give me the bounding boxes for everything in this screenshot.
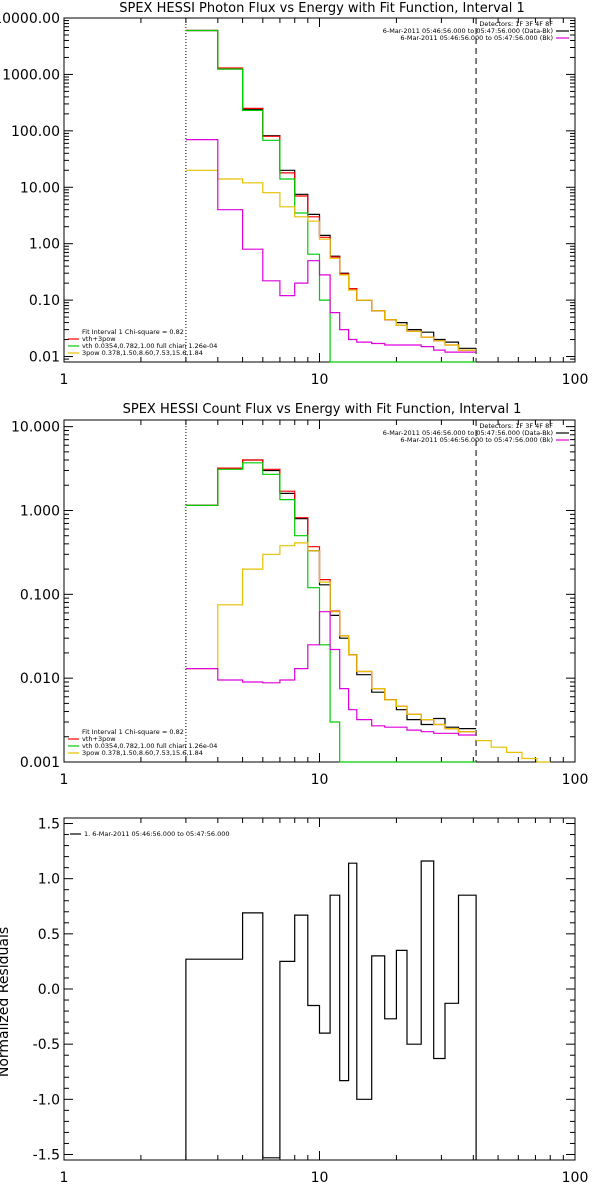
series-black-step-line [185,459,477,730]
y-tick-label: 1.0 [38,872,60,888]
photon-panel-title: SPEX HESSI Photon Flux vs Energy with Fi… [119,1,525,16]
plot-frame [63,817,576,1161]
y-tick-label: 0.01 [29,350,60,366]
y-tick-label: -1.0 [33,1092,60,1108]
plot-frame [63,17,576,363]
series-magenta-step-line [185,139,477,353]
photon-flux-panel: SPEX HESSI Photon Flux vs Energy with Fi… [0,1,588,388]
y-tick-label: 10.00 [20,180,60,196]
legend-top-right-entry: Detectors: 1F 3F 4F 8F [479,20,553,28]
count-flux-panel: SPEX HESSI Count Flux vs Energy with Fit… [11,402,588,788]
series-green-step-line [185,29,477,363]
x-tick-label: 1 [60,772,69,788]
x-tick-label: 10 [311,372,329,388]
legend-bottom-left-entry: vth+3pow [82,335,116,343]
x-tick-label: 10 [311,772,329,788]
y-tick-label: 0.5 [38,927,60,943]
y-tick-label: 1.00 [29,237,60,253]
y-tick-label: 0.10 [29,293,60,309]
y-tick-label: 0.001 [20,755,60,771]
series-red-step-line [185,459,477,733]
y-tick-label: 100.00 [11,124,60,140]
legend-top-right-entry: Detectors: 1F 3F 4F 8F [479,422,553,430]
y-tick-label: 10.000 [11,420,60,436]
y-tick-label: 0.0 [38,982,60,998]
series-yellow-step-line [185,542,477,733]
y-tick-label: 1.000 [20,503,60,519]
legend-bottom-left-entry: 3pow 0.378,1.50,8.60,7.53,15.6,1.84 [82,749,203,757]
y-tick-label: -1.5 [33,1147,60,1163]
legend-bottom-left-entry: vth 0.0354,0.782,1.00 full chian 1.26e-0… [82,342,217,350]
count-panel-title: SPEX HESSI Count Flux vs Energy with Fit… [123,402,522,417]
x-tick-label: 1 [60,1170,69,1186]
series-black-step-line [185,29,477,349]
y-tick-label: 1.5 [38,817,60,833]
series-red-step-line [185,29,477,351]
series-yellow-step-line [185,169,477,351]
x-tick-label: 100 [562,372,589,388]
legend-top-right-entry: 6-Mar-2011 05:46:56.000 to 05:47:56.000 … [383,27,553,35]
legend-top-left-entry: 1. 6-Mar-2011 05:46:56.000 to 05:47:56.0… [84,830,230,838]
x-tick-label: 10 [311,1170,329,1186]
y-tick-label: 1000.00 [2,67,60,83]
residuals-plot-area: 1 10 100 1.5 1.0 0.5 0.0 -0.5 -1.0 -1.5 1. 6-Mar-2… [33,817,589,1186]
residuals-y-axis-label: Normalized Residuals [0,927,12,1077]
x-tick-label: 100 [562,1170,589,1186]
y-tick-label: 0.010 [20,671,60,687]
y-tick-label: -0.5 [33,1037,60,1053]
legend-top-right-entry: 6-Mar-2011 05:46:56.000 to 05:47:56.000 … [400,436,553,444]
legend-bottom-left-entry: vth+3pow [82,735,116,743]
series-yellow-tail-step-line [476,740,551,763]
legend-top-right-entry: 6-Mar-2011 05:46:56.000 to 05:47:56.000 … [400,34,553,42]
legend-top-right-entry: 6-Mar-2011 05:46:56.000 to 05:47:56.000 … [383,429,553,437]
legend-bottom-left-entry: 3pow 0.378,1.50,8.60,7.53,15.6,1.84 [82,349,203,357]
legend-bottom-left-entry: Fit Interval 1 Chi-square = 0.82 [82,328,184,336]
residuals-step-line [185,860,477,1160]
y-tick-label: 0.100 [20,587,60,603]
x-tick-label: 100 [562,772,589,788]
count-plot-area: 1 10 100 10.000 1.000 0.100 0.010 0.001 Detector… [11,419,589,788]
legend-bottom-left-entry: Fit Interval 1 Chi-square = 0.82 [82,728,184,736]
legend-bottom-left-entry: vth 0.0354,0.782,1.00 full chian 1.26e-0… [82,742,217,750]
residuals-panel: Normalized Residuals 1 10 100 1.5 1.0 0.5 0.0 -… [0,817,588,1186]
series-magenta-step-line [185,611,477,736]
x-tick-label: 1 [60,372,69,388]
series-green-step-line [185,462,477,763]
